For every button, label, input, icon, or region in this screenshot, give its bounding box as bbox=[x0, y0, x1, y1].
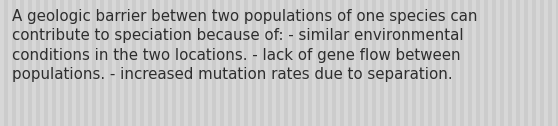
Text: A geologic barrier betwen two populations of one species can
contribute to speci: A geologic barrier betwen two population… bbox=[12, 9, 478, 83]
